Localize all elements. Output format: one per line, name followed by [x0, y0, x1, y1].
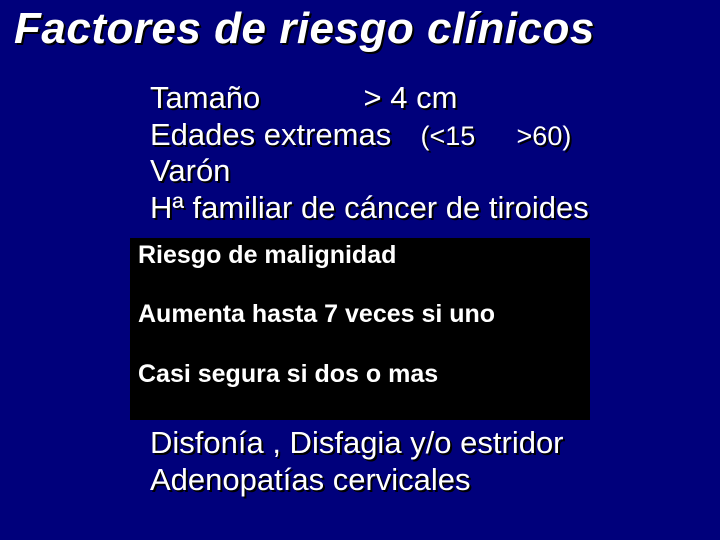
slide: Factores de riesgo clínicos Tamaño > 4 c… — [0, 0, 720, 540]
overlay-box: Riesgo de malignidad Aumenta hasta 7 vec… — [130, 238, 590, 420]
line-edades: Edades extremas (<15 >60) — [150, 117, 690, 154]
line-adenopatias: Adenopatías cervicales — [150, 462, 710, 499]
line-tamano-label: Tamaño — [150, 80, 260, 115]
line-disfonia: Disfonía , Disfagia y/o estridor — [150, 425, 710, 462]
overlay-line-1: Riesgo de malignidad — [138, 240, 582, 271]
line-hfamiliar: Hª familiar de cáncer de tiroides — [150, 190, 690, 227]
body-text: Tamaño > 4 cm Edades extremas (<15 >60) … — [150, 80, 690, 226]
main-panel: Factores de riesgo clínicos Tamaño > 4 c… — [0, 0, 720, 540]
line-edades-max: >60) — [517, 121, 572, 151]
line-tamano: Tamaño > 4 cm — [150, 80, 690, 117]
line-edades-label: Edades extremas — [150, 117, 391, 152]
overlay-line-3: Casi segura si dos o mas — [138, 359, 582, 390]
slide-title: Factores de riesgo clínicos — [14, 4, 706, 54]
line-varon: Varón — [150, 153, 690, 190]
line-tamano-value: > 4 cm — [364, 80, 458, 115]
overlay-line-2: Aumenta hasta 7 veces si uno — [138, 299, 582, 330]
line-edades-min: (<15 — [420, 121, 475, 151]
